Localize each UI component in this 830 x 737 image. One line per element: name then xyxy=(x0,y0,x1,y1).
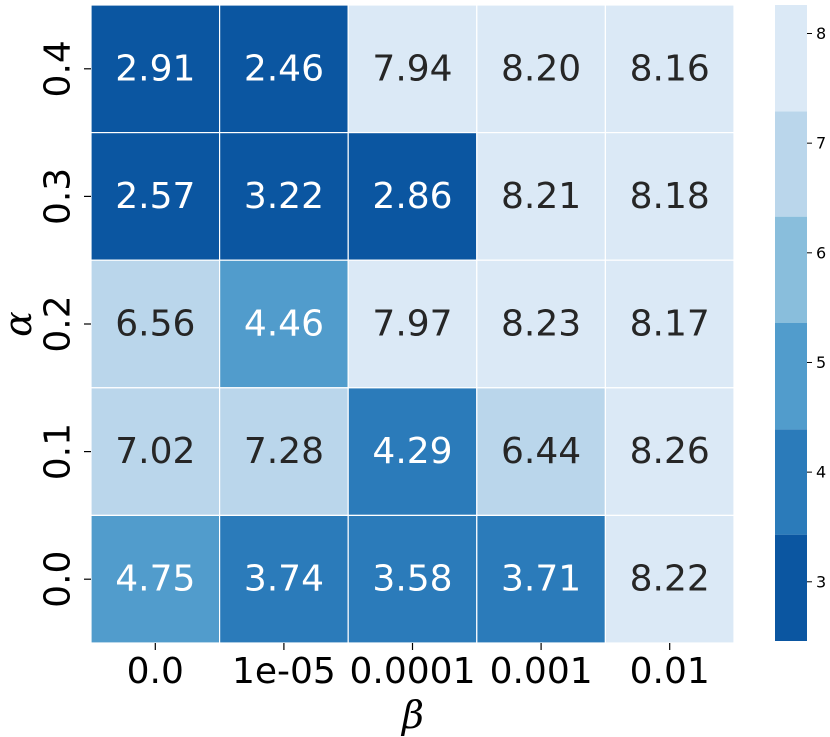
colorbar-segment xyxy=(775,216,807,323)
colorbar-segment xyxy=(775,5,807,112)
cell-value-label: 7.94 xyxy=(372,48,452,89)
heatmap-cell xyxy=(604,514,735,644)
heatmap-cell xyxy=(604,387,735,516)
heatmap-cell xyxy=(219,387,349,516)
heatmap-cell xyxy=(347,259,478,389)
heatmap-cell xyxy=(219,514,349,644)
cell-value-label: 6.56 xyxy=(115,304,195,345)
x-tick-label: 0.01 xyxy=(630,651,710,692)
heatmap-cell xyxy=(347,4,478,134)
heatmap-cell xyxy=(347,387,478,516)
cell-value-label: 3.58 xyxy=(372,559,452,600)
cell-value-label: 8.22 xyxy=(630,559,710,600)
colorbar-tick-label: 8 xyxy=(816,24,826,43)
cell-value-label: 6.44 xyxy=(501,431,581,472)
heatmap-cell xyxy=(604,4,735,134)
colorbar-segment xyxy=(775,534,807,641)
x-tick-label: 0.0001 xyxy=(350,651,476,692)
y-tick-label: 0.2 xyxy=(38,295,79,352)
colorbar-tick-label: 5 xyxy=(816,353,826,372)
cell-value-label: 7.28 xyxy=(244,431,324,472)
heatmap-cell xyxy=(219,259,349,389)
cell-value-label: 2.57 xyxy=(115,176,195,217)
heatmap-cell xyxy=(476,259,606,389)
colorbar-segment xyxy=(775,323,807,430)
y-axis-label: α xyxy=(0,311,40,337)
x-tick-label: 0.0 xyxy=(127,651,184,692)
colorbar-tick-label: 4 xyxy=(816,463,826,482)
colorbar-tick-label: 6 xyxy=(816,243,826,262)
heatmap-cell xyxy=(604,259,735,389)
heatmap-cell xyxy=(90,132,221,261)
cell-value-label: 2.86 xyxy=(372,176,452,217)
heatmap-cell xyxy=(476,4,606,134)
cell-value-label: 2.46 xyxy=(244,48,324,89)
heatmap-cell xyxy=(347,132,478,261)
heatmap-cell xyxy=(476,387,606,516)
x-tick-label: 0.001 xyxy=(490,651,593,692)
cell-value-label: 4.46 xyxy=(244,304,324,345)
cell-value-label: 8.23 xyxy=(501,304,581,345)
x-tick-label: 1e-05 xyxy=(232,651,336,692)
y-tick-label: 0.4 xyxy=(38,40,79,97)
cell-value-label: 3.74 xyxy=(244,559,324,600)
cell-value-label: 7.02 xyxy=(115,431,195,472)
cell-value-label: 3.71 xyxy=(501,559,581,600)
heatmap-cell xyxy=(604,132,735,261)
cell-value-label: 2.91 xyxy=(115,48,195,89)
colorbar-tick-label: 7 xyxy=(816,134,826,153)
cell-value-label: 8.18 xyxy=(630,176,710,217)
x-axis-label: β xyxy=(400,693,424,737)
colorbar-segment xyxy=(775,429,807,535)
cell-value-label: 4.75 xyxy=(115,559,195,600)
heatmap-cell xyxy=(90,4,221,134)
cell-value-label: 8.17 xyxy=(630,304,710,345)
cell-value-label: 4.29 xyxy=(372,431,452,472)
heatmap-cell xyxy=(347,514,478,644)
cell-value-label: 8.21 xyxy=(501,176,581,217)
cell-value-label: 8.16 xyxy=(630,48,710,89)
cell-value-label: 7.97 xyxy=(372,304,452,345)
y-tick-label: 0.1 xyxy=(38,423,79,480)
cell-value-label: 8.20 xyxy=(501,48,581,89)
colorbar-segment xyxy=(775,111,807,217)
y-tick-label: 0.3 xyxy=(38,168,79,225)
heatmap-cell xyxy=(219,4,349,134)
colorbar-tick-label: 3 xyxy=(816,572,826,591)
cell-value-label: 3.22 xyxy=(244,176,324,217)
y-tick-label: 0.0 xyxy=(38,551,79,608)
cell-value-label: 8.26 xyxy=(630,431,710,472)
heatmap-cell xyxy=(90,514,221,644)
